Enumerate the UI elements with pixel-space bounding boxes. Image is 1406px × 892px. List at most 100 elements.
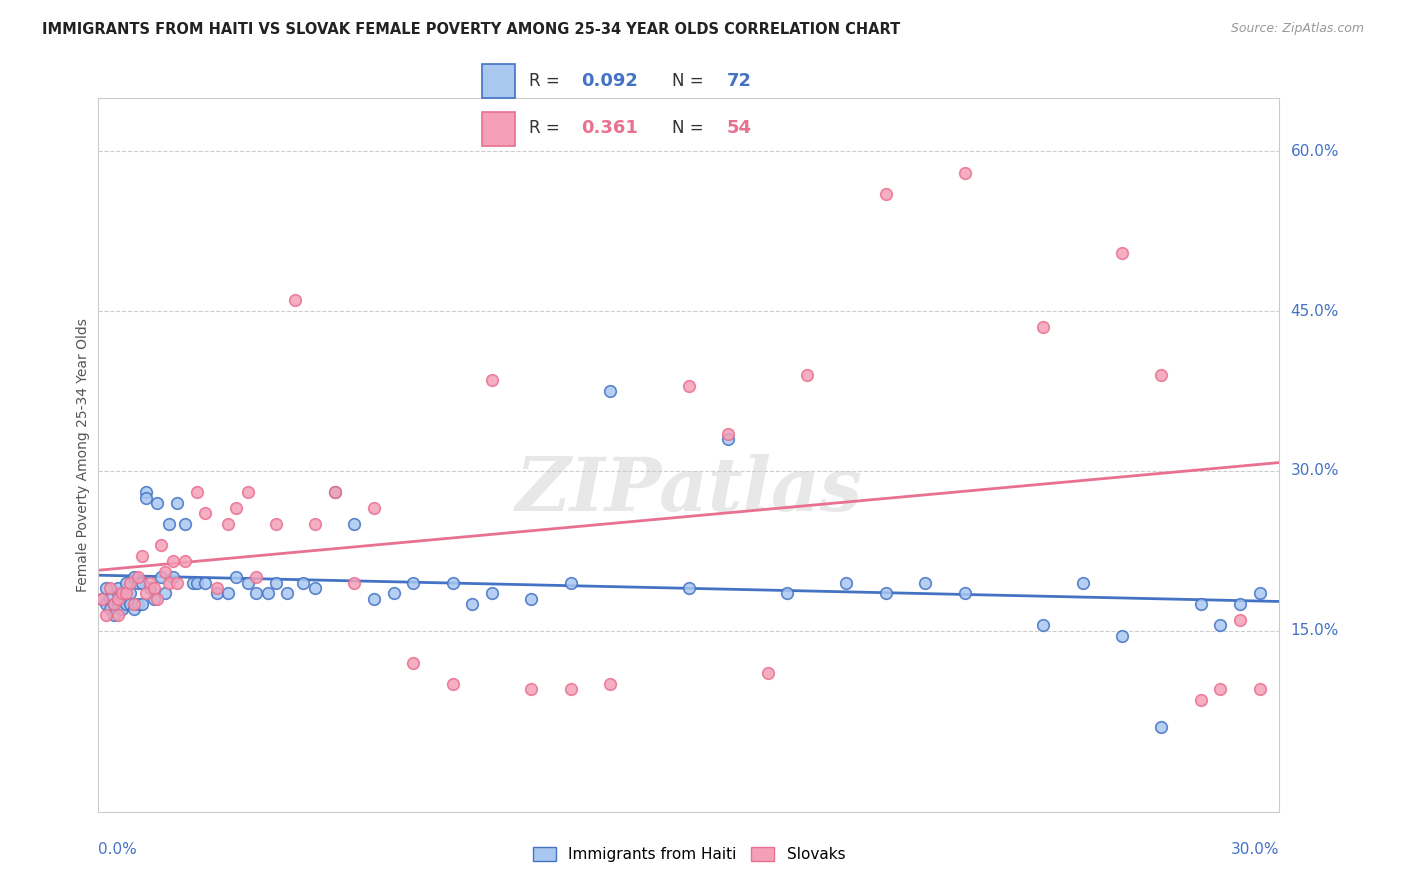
Point [98, 602, 121, 616]
Point [111, 602, 134, 616]
Point [111, 591, 134, 606]
Point [678, 378, 700, 392]
Point [1071, 575, 1094, 590]
Point [107, 581, 129, 595]
Point [181, 575, 204, 590]
Point [194, 507, 217, 521]
Point [103, 607, 125, 622]
Point [150, 538, 173, 552]
Point [107, 607, 129, 622]
Point [1111, 245, 1133, 260]
Text: 45.0%: 45.0% [1291, 303, 1339, 318]
Point [162, 554, 184, 568]
Point [292, 575, 315, 590]
Point [1249, 682, 1271, 697]
Point [135, 485, 157, 500]
Point [276, 586, 298, 600]
Point [96, 581, 118, 595]
Point [481, 373, 503, 387]
Point [1189, 693, 1212, 707]
FancyBboxPatch shape [482, 112, 515, 145]
Text: 0.0%: 0.0% [98, 842, 138, 857]
Point [103, 597, 125, 611]
Point [98, 581, 121, 595]
Point [953, 586, 976, 600]
Point [122, 597, 145, 611]
Point [91, 591, 114, 606]
Point [174, 517, 197, 532]
Point [107, 597, 129, 611]
Legend: Immigrants from Haiti, Slovaks: Immigrants from Haiti, Slovaks [527, 841, 851, 868]
Point [146, 591, 169, 606]
Point [118, 575, 141, 590]
Point [1249, 586, 1271, 600]
Point [776, 586, 799, 600]
Text: 30.0%: 30.0% [1291, 464, 1339, 478]
Point [599, 384, 621, 398]
Point [756, 666, 779, 681]
Point [560, 575, 582, 590]
Point [142, 591, 165, 606]
Text: ZIPatlas: ZIPatlas [516, 454, 862, 527]
Point [118, 597, 141, 611]
Point [264, 575, 287, 590]
Text: 72: 72 [727, 72, 752, 90]
Point [138, 581, 160, 595]
Point [245, 570, 267, 584]
Point [599, 677, 621, 691]
Text: 0.092: 0.092 [581, 72, 637, 90]
Point [225, 501, 247, 516]
Point [914, 575, 936, 590]
Point [186, 485, 208, 500]
Point [363, 591, 385, 606]
Point [382, 586, 405, 600]
Point [875, 586, 897, 600]
Text: R =: R = [530, 120, 565, 137]
Point [1209, 682, 1232, 697]
Point [96, 597, 118, 611]
Point [560, 682, 582, 697]
Point [127, 597, 149, 611]
Point [155, 586, 177, 600]
Point [323, 485, 346, 500]
Point [323, 485, 346, 500]
Point [1032, 618, 1054, 632]
Point [363, 501, 385, 516]
Point [441, 677, 464, 691]
Point [186, 575, 208, 590]
Text: IMMIGRANTS FROM HAITI VS SLOVAK FEMALE POVERTY AMONG 25-34 YEAR OLDS CORRELATION: IMMIGRANTS FROM HAITI VS SLOVAK FEMALE P… [42, 22, 900, 37]
Point [142, 581, 165, 595]
Point [150, 570, 173, 584]
Point [1032, 320, 1054, 334]
Point [162, 570, 184, 584]
Point [953, 166, 976, 180]
Point [236, 575, 259, 590]
Point [481, 586, 503, 600]
Point [1150, 719, 1173, 733]
Point [236, 485, 259, 500]
Point [107, 591, 129, 606]
Text: 0.361: 0.361 [581, 120, 637, 137]
Point [135, 491, 157, 505]
Text: R =: R = [530, 72, 565, 90]
Point [205, 581, 228, 595]
Point [796, 368, 818, 382]
Point [1209, 618, 1232, 632]
Point [118, 586, 141, 600]
Point [131, 575, 153, 590]
Point [135, 586, 157, 600]
Point [304, 581, 326, 595]
Point [1189, 597, 1212, 611]
Point [284, 293, 307, 308]
Point [402, 656, 425, 670]
Point [174, 554, 197, 568]
Point [717, 426, 740, 441]
Point [217, 586, 239, 600]
Point [205, 586, 228, 600]
Y-axis label: Female Poverty Among 25-34 Year Olds: Female Poverty Among 25-34 Year Olds [76, 318, 90, 592]
Point [245, 586, 267, 600]
Text: N =: N = [672, 72, 709, 90]
Text: Source: ZipAtlas.com: Source: ZipAtlas.com [1230, 22, 1364, 36]
Point [264, 517, 287, 532]
Point [115, 597, 138, 611]
